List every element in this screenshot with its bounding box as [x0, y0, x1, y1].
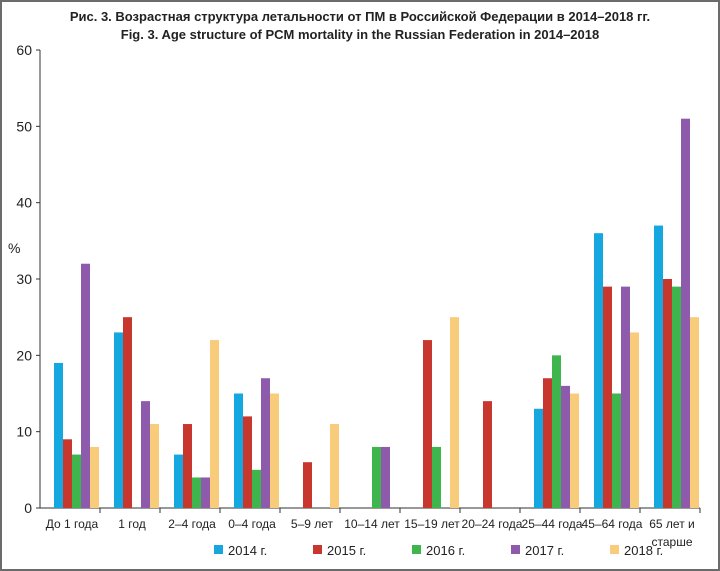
x-tick-label: 0–4 года	[228, 517, 276, 531]
bar-2017г	[201, 477, 210, 508]
bar-2015г	[123, 317, 132, 508]
bar-2015г	[63, 439, 72, 508]
bar-2015г	[183, 424, 192, 508]
bar-2014г	[114, 332, 123, 508]
bar-2016г	[672, 286, 681, 508]
y-tick-label: 20	[16, 347, 32, 363]
bar-2017г	[381, 446, 390, 508]
x-tick-label: 45–64 года	[582, 517, 643, 531]
legend-swatch	[412, 545, 421, 554]
bar-2018г	[270, 393, 279, 508]
bar-2016г	[372, 446, 381, 508]
chart-title: Рис. 3. Возрастная структура летальности…	[69, 9, 651, 24]
bar-2016г	[192, 477, 201, 508]
x-tick-label: 65 лет и	[649, 517, 695, 531]
bar-2014г	[654, 225, 663, 509]
x-tick-label: старше	[651, 535, 692, 549]
bar-2017г	[81, 263, 90, 508]
y-tick-label: 10	[16, 424, 32, 440]
bar-2014г	[594, 233, 603, 508]
bar-2016г	[72, 454, 81, 508]
y-tick-label: 50	[16, 118, 32, 134]
chart-subtitle: Fig. 3. Age structure of PCM mortality i…	[120, 27, 600, 42]
bar-2016г	[252, 469, 261, 508]
bar-2015г	[663, 279, 672, 508]
bar-2017г	[141, 401, 150, 508]
x-tick-label: 10–14 лет	[344, 517, 400, 531]
bar-2016г	[612, 393, 621, 508]
x-tick-label: 25–44 года	[522, 517, 583, 531]
legend-swatch	[214, 545, 223, 554]
legend-label: 2016 г.	[426, 543, 465, 558]
x-tick-label: 1 год	[118, 517, 146, 531]
y-tick-label: 30	[16, 271, 32, 287]
y-tick-label: 40	[16, 195, 32, 211]
bar-2018г	[150, 424, 159, 508]
bar-2017г	[561, 385, 570, 508]
bar-2018г	[690, 317, 699, 508]
x-tick-label: 5–9 лет	[291, 517, 334, 531]
bar-2014г	[534, 408, 543, 508]
y-axis-label: %	[8, 240, 20, 256]
legend-swatch	[511, 545, 520, 554]
bar-2014г	[174, 454, 183, 508]
legend-label: 2015 г.	[327, 543, 366, 558]
x-tick-label: 20–24 года	[462, 517, 523, 531]
bar-2014г	[234, 393, 243, 508]
x-tick-label: До 1 года	[46, 517, 99, 531]
bar-2015г	[243, 416, 252, 508]
y-tick-label: 0	[24, 500, 32, 516]
bar-2016г	[552, 355, 561, 508]
legend-label: 2014 г.	[228, 543, 267, 558]
legend-label: 2018 г.	[624, 543, 663, 558]
bar-2018г	[450, 317, 459, 508]
bar-2018г	[570, 393, 579, 508]
legend-label: 2017 г.	[525, 543, 564, 558]
bar-2015г	[543, 378, 552, 508]
y-tick-label: 60	[16, 42, 32, 58]
bar-2017г	[681, 118, 690, 508]
bar-2015г	[423, 340, 432, 508]
legend-swatch	[610, 545, 619, 554]
x-tick-label: 2–4 года	[168, 517, 216, 531]
bar-2017г	[261, 378, 270, 508]
bar-2017г	[621, 286, 630, 508]
bar-2015г	[603, 286, 612, 508]
legend-swatch	[313, 545, 322, 554]
bar-2015г	[303, 462, 312, 508]
bar-2018г	[90, 446, 99, 508]
x-tick-label: 15–19 лет	[404, 517, 460, 531]
bar-2014г	[54, 362, 63, 508]
bar-2018г	[330, 424, 339, 508]
bar-2018г	[210, 340, 219, 508]
bar-2015г	[483, 401, 492, 508]
bar-2016г	[432, 446, 441, 508]
bar-2018г	[630, 332, 639, 508]
